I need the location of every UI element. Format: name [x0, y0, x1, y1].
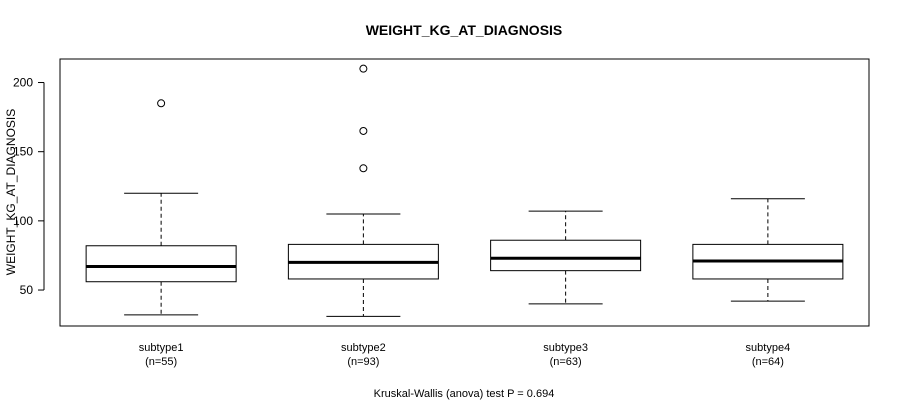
- box-group-subtype2: [287, 64, 439, 317]
- outlier-point: [359, 164, 368, 173]
- y-tick-label: 100: [13, 214, 33, 228]
- box-group-subtype3: [490, 210, 642, 305]
- y-tick-label: 50: [20, 283, 34, 297]
- test-statistic-footer: Kruskal-Wallis (anova) test P = 0.694: [374, 388, 555, 400]
- box-group-subtype4: [692, 198, 844, 302]
- outlier-point: [359, 64, 368, 73]
- iqr-box: [490, 239, 642, 272]
- y-axis-label: WEIGHT_KG_AT_DIAGNOSIS: [4, 109, 18, 275]
- boxes-layer: [85, 64, 844, 317]
- sample-count-subtype1: (n=55): [145, 356, 177, 368]
- plot-frame: [59, 58, 870, 327]
- chart-title: WEIGHT_KG_AT_DIAGNOSIS: [366, 22, 563, 38]
- y-tick-label: 200: [13, 76, 33, 90]
- sample-count-subtype3: (n=63): [550, 356, 582, 368]
- category-label-subtype3: subtype3: [543, 342, 588, 354]
- y-tick-label: 150: [13, 145, 33, 159]
- outlier-point: [359, 126, 368, 135]
- iqr-box: [85, 245, 237, 283]
- sample-count-subtype4: (n=64): [752, 356, 784, 368]
- category-label-subtype2: subtype2: [341, 342, 386, 354]
- sample-count-subtype2: (n=93): [347, 356, 379, 368]
- y-axis: 50 100 150 200: [13, 76, 45, 297]
- category-label-subtype4: subtype4: [746, 342, 791, 354]
- category-label-subtype1: subtype1: [139, 342, 184, 354]
- x-axis-labels: subtype1 (n=55) subtype2 (n=93) subtype3 (n=6…: [139, 342, 790, 368]
- box-group-subtype1: [85, 99, 237, 316]
- outlier-point: [157, 99, 166, 108]
